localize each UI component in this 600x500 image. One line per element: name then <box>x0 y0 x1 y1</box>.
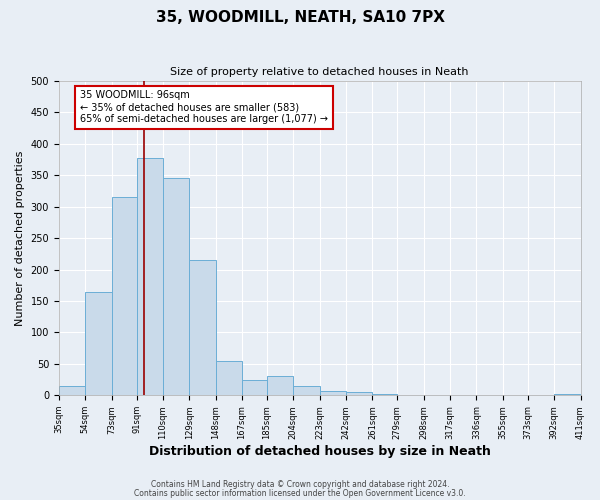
Text: 35, WOODMILL, NEATH, SA10 7PX: 35, WOODMILL, NEATH, SA10 7PX <box>155 10 445 25</box>
Title: Size of property relative to detached houses in Neath: Size of property relative to detached ho… <box>170 68 469 78</box>
Bar <box>242 380 267 395</box>
Bar <box>85 292 112 395</box>
Bar <box>373 394 397 395</box>
Bar <box>112 198 137 395</box>
X-axis label: Distribution of detached houses by size in Neath: Distribution of detached houses by size … <box>149 444 491 458</box>
Bar <box>397 394 424 395</box>
Bar <box>59 386 85 395</box>
Bar <box>190 260 215 395</box>
Bar <box>163 178 190 395</box>
Text: Contains public sector information licensed under the Open Government Licence v3: Contains public sector information licen… <box>134 488 466 498</box>
Text: 35 WOODMILL: 96sqm
← 35% of detached houses are smaller (583)
65% of semi-detach: 35 WOODMILL: 96sqm ← 35% of detached hou… <box>80 90 328 124</box>
Bar <box>320 391 346 395</box>
Bar <box>215 360 242 395</box>
Bar <box>554 394 580 395</box>
Bar <box>293 386 320 395</box>
Bar <box>346 392 373 395</box>
Text: Contains HM Land Registry data © Crown copyright and database right 2024.: Contains HM Land Registry data © Crown c… <box>151 480 449 489</box>
Bar <box>137 158 163 395</box>
Y-axis label: Number of detached properties: Number of detached properties <box>15 150 25 326</box>
Bar <box>267 376 293 395</box>
